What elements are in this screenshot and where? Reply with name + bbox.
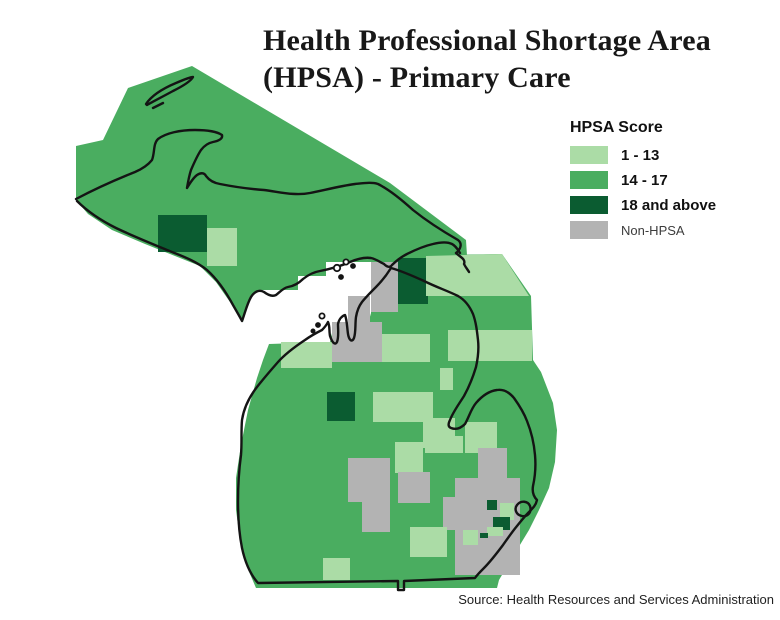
page-title: Health Professional Shortage Area (HPSA)… [263, 22, 773, 96]
state-outlines [74, 75, 539, 592]
map-patch [281, 342, 332, 368]
map-patch [373, 392, 433, 422]
legend-label: 1 - 13 [621, 146, 660, 164]
lower-peninsula-coast [236, 266, 539, 592]
page-title-line2: (HPSA) - Primary Care [263, 61, 571, 94]
map-patch [207, 228, 237, 266]
map-patch [395, 442, 423, 473]
map-patch [480, 533, 488, 538]
map-patch [448, 330, 532, 361]
legend-swatch-14-17 [570, 171, 608, 189]
map-patch [382, 334, 430, 362]
map-patch [398, 472, 430, 503]
legend-label: 14 - 17 [621, 171, 668, 189]
map-patch [426, 254, 529, 296]
legend-swatch-18-above [570, 196, 608, 214]
source-attribution: Source: Health Resources and Services Ad… [458, 592, 774, 607]
upper-peninsula-south-shore [75, 199, 462, 323]
map-patch [487, 500, 497, 510]
map-patch [463, 530, 478, 545]
map-patch [500, 503, 514, 520]
map-patch [362, 490, 390, 532]
isle-royale-outline [144, 75, 195, 107]
map-patch [425, 436, 463, 453]
map-patch [443, 497, 455, 530]
page-title-line1: Health Professional Shortage Area [263, 24, 711, 57]
island-dot [342, 258, 350, 266]
legend-item-1-13: 1 - 13 [570, 146, 716, 164]
map-patch [327, 392, 355, 421]
map-patch [493, 517, 510, 530]
legend-label: Non-HPSA [621, 222, 685, 238]
legend-label: 18 and above [621, 196, 717, 214]
map-patch [332, 296, 382, 362]
upper-peninsula-north-shore [74, 128, 471, 274]
lake-st-clair-outline [514, 500, 532, 518]
legend-item-14-17: 14 - 17 [570, 171, 716, 189]
island-dot [350, 263, 356, 269]
map-patch [158, 215, 207, 252]
island-dot [318, 312, 326, 320]
island-outlines [310, 258, 356, 334]
map-patch [465, 422, 497, 453]
island-dot [332, 263, 342, 273]
island-dot [315, 322, 321, 328]
legend-title: HPSA Score [570, 119, 663, 136]
island-dot [310, 328, 316, 334]
legend-item-non-hpsa: Non-HPSA [570, 221, 716, 239]
island-dot [338, 274, 344, 280]
isle-royale-sliver [151, 101, 165, 110]
map-patch [478, 448, 507, 480]
map-patch [410, 527, 447, 557]
hpsa-legend: HPSA Score 1 - 13 14 - 17 18 and above N… [570, 119, 716, 246]
legend-swatch-1-13 [570, 146, 608, 164]
map-patch [487, 527, 503, 536]
map-patch [323, 558, 350, 580]
map-patch [440, 368, 453, 390]
legend-item-18-above: 18 and above [570, 196, 716, 214]
map-patch [455, 478, 520, 575]
legend-swatch-non-hpsa [570, 221, 608, 239]
